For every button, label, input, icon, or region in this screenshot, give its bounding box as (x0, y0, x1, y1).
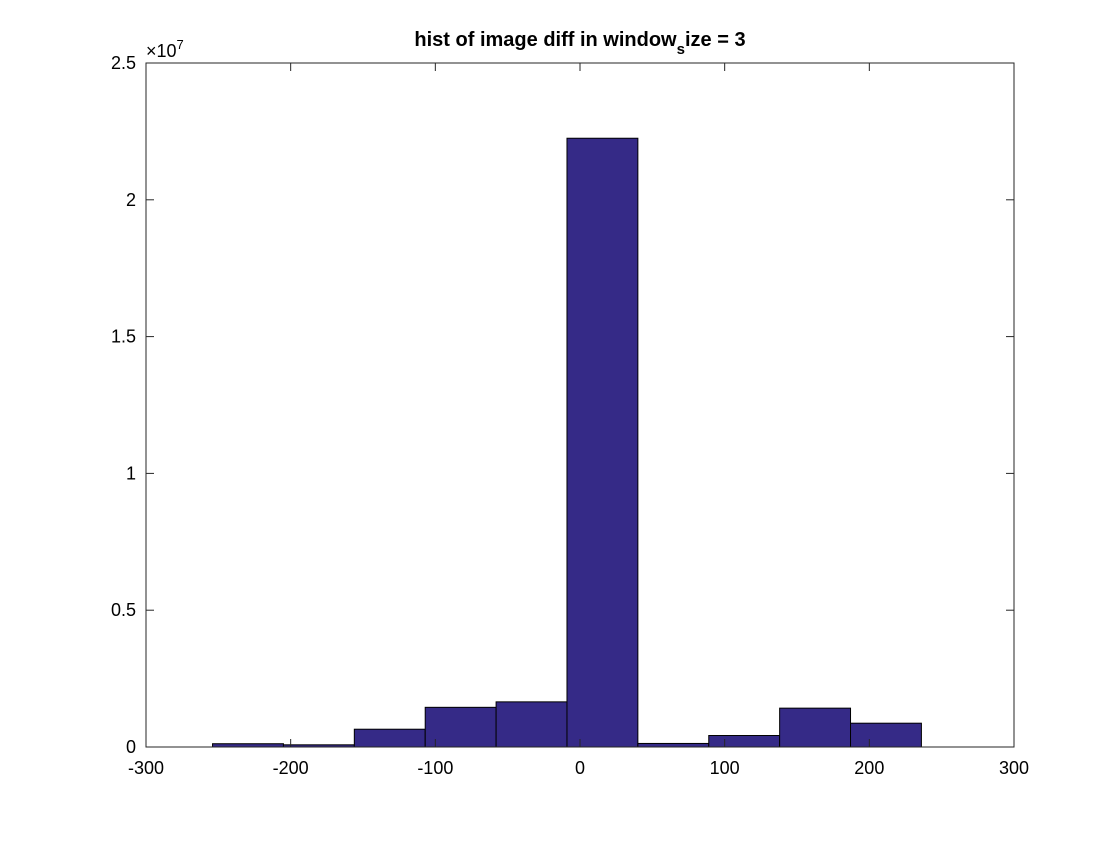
x-tick-label-1: -200 (273, 758, 309, 778)
y-tick-label-5: 2.5 (111, 53, 136, 73)
y-tick-label-0: 0 (126, 737, 136, 757)
y-tick-label-4: 2 (126, 190, 136, 210)
x-tick-label-3: 0 (575, 758, 585, 778)
histogram-bar-2 (353, 728, 426, 748)
histogram-bar-5 (566, 137, 639, 748)
histogram-bar-4 (495, 701, 568, 748)
y-exponent-label: ×107 (146, 37, 184, 61)
x-tick-label-2: -100 (417, 758, 453, 778)
x-tick-label-4: 100 (710, 758, 740, 778)
y-tick-label-3: 1.5 (111, 327, 136, 347)
chart-title-suffix: ize = 3 (685, 29, 746, 51)
axes-box (145, 62, 1015, 748)
histogram-bar-7 (708, 735, 781, 748)
x-tick-label-0: -300 (128, 758, 164, 778)
histogram-bar-8 (779, 707, 852, 748)
chart-title-subscript: s (677, 41, 685, 58)
y-exponent-power: 7 (177, 37, 184, 52)
histogram-bar-6 (637, 742, 710, 748)
bars-group (212, 137, 922, 748)
x-tick-labels: -300 -200 -100 0 100 200 300 (128, 758, 1029, 778)
histogram-bar-3 (424, 706, 497, 748)
x-tick-label-5: 200 (854, 758, 884, 778)
histogram-bar-9 (850, 722, 922, 748)
x-tick-label-6: 300 (999, 758, 1029, 778)
y-tick-label-1: 0.5 (111, 600, 136, 620)
y-tick-label-2: 1 (126, 463, 136, 483)
y-tick-labels: 0 0.5 1 1.5 2 2.5 (111, 53, 136, 757)
chart-title: hist of image diff in windowsize = 3 (414, 29, 745, 58)
